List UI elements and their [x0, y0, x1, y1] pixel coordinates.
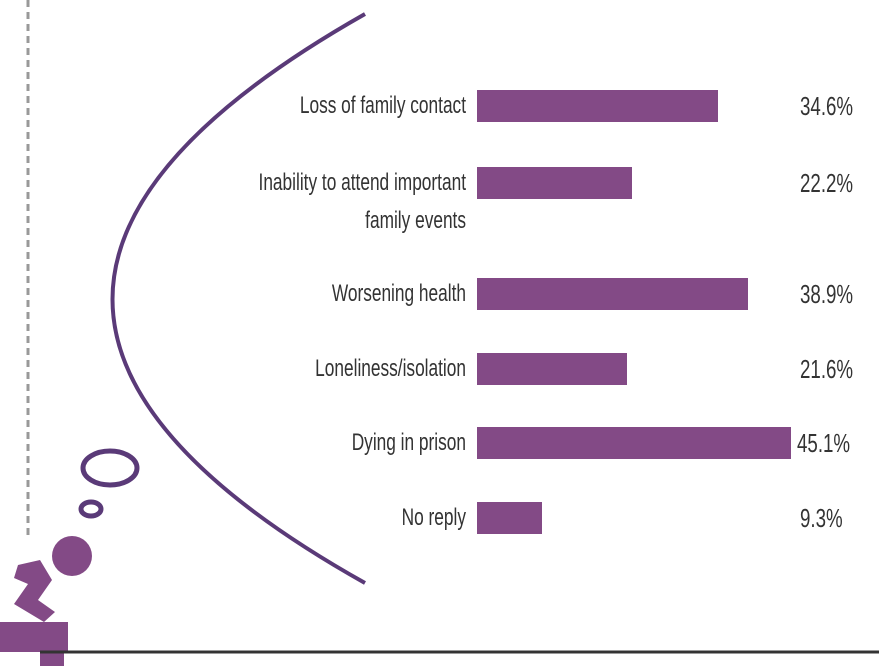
- category-label: Loss of family contact: [299, 92, 466, 119]
- thought-arc: [110, 12, 366, 585]
- value-label: 21.6%: [800, 354, 854, 384]
- thought-bubble: [80, 448, 140, 488]
- bar: [477, 427, 791, 459]
- thought-bubble-small: [78, 499, 104, 519]
- value-label: 38.9%: [800, 279, 854, 309]
- bar: [477, 353, 628, 385]
- bar: [477, 90, 718, 122]
- category-label: Loneliness/isolation: [315, 355, 466, 382]
- category-label: No reply: [401, 504, 466, 531]
- category-label: Worsening health: [331, 280, 466, 307]
- category-label: Inability to attend important family eve…: [258, 169, 466, 234]
- person-icon: [0, 536, 92, 666]
- value-label: 45.1%: [797, 428, 851, 458]
- category-label: Dying in prison: [351, 429, 466, 456]
- bar: [477, 502, 542, 534]
- bar: [477, 278, 748, 310]
- value-label: 9.3%: [800, 503, 843, 533]
- bar: [477, 167, 632, 199]
- value-label: 34.6%: [800, 91, 854, 121]
- value-label: 22.2%: [800, 168, 854, 198]
